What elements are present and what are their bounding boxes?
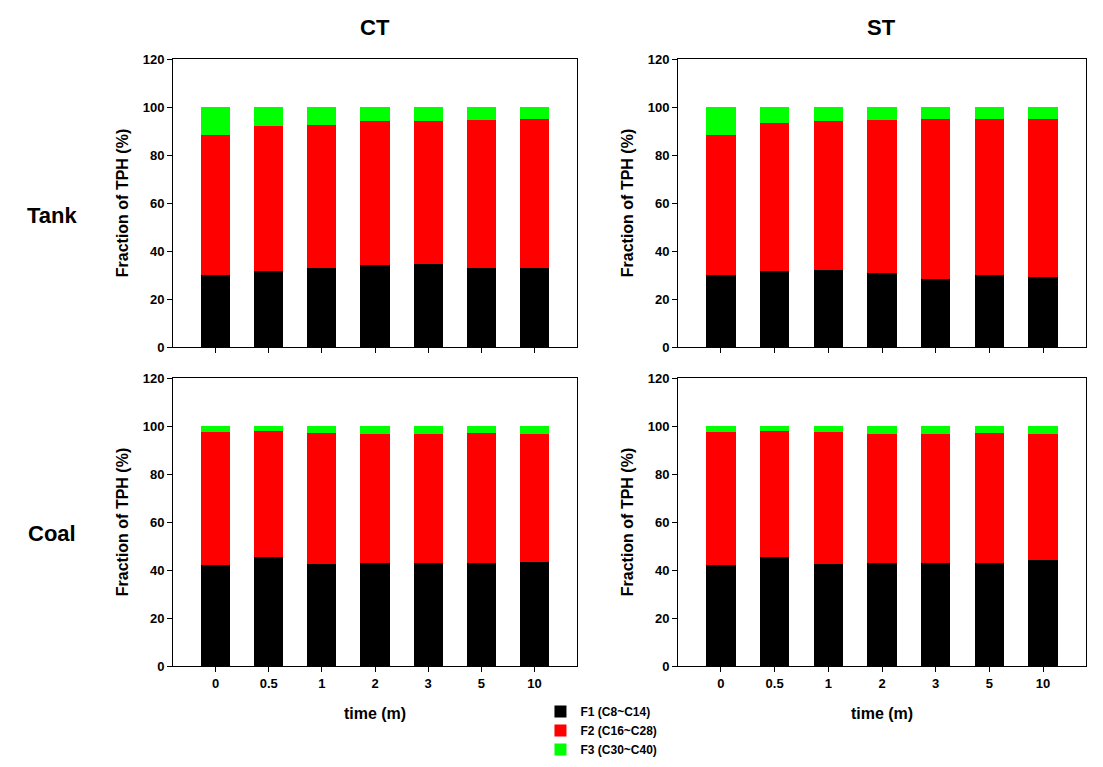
svg-text:80: 80	[150, 148, 164, 163]
svg-text:F2 (C16~C28): F2 (C16~C28)	[580, 724, 656, 738]
svg-text:0: 0	[157, 659, 164, 674]
svg-text:Fraction of TPH (%): Fraction of TPH (%)	[114, 129, 131, 277]
svg-text:time (m): time (m)	[851, 705, 913, 722]
svg-text:60: 60	[655, 515, 669, 530]
svg-text:10: 10	[1036, 676, 1050, 691]
svg-text:Tank: Tank	[27, 203, 77, 228]
svg-text:100: 100	[648, 100, 670, 115]
svg-text:100: 100	[143, 419, 165, 434]
svg-text:2: 2	[371, 676, 378, 691]
svg-text:120: 120	[648, 52, 670, 67]
svg-text:Fraction of TPH (%): Fraction of TPH (%)	[619, 448, 636, 596]
svg-text:80: 80	[150, 467, 164, 482]
svg-text:40: 40	[655, 563, 669, 578]
svg-text:Fraction of TPH (%): Fraction of TPH (%)	[619, 129, 636, 277]
svg-text:0: 0	[212, 676, 219, 691]
svg-text:40: 40	[150, 563, 164, 578]
svg-text:0: 0	[662, 659, 669, 674]
svg-text:10: 10	[527, 676, 541, 691]
svg-text:20: 20	[150, 292, 164, 307]
svg-text:120: 120	[143, 52, 165, 67]
svg-text:120: 120	[143, 371, 165, 386]
svg-text:2: 2	[878, 676, 885, 691]
svg-text:80: 80	[655, 467, 669, 482]
svg-text:F1 (C8~C14): F1 (C8~C14)	[580, 705, 650, 719]
svg-text:80: 80	[655, 148, 669, 163]
svg-text:1: 1	[825, 676, 832, 691]
svg-text:60: 60	[150, 196, 164, 211]
svg-text:1: 1	[318, 676, 325, 691]
svg-text:0: 0	[157, 340, 164, 355]
svg-text:40: 40	[150, 244, 164, 259]
svg-text:20: 20	[655, 611, 669, 626]
svg-text:100: 100	[648, 419, 670, 434]
svg-text:20: 20	[655, 292, 669, 307]
svg-text:0.5: 0.5	[766, 676, 784, 691]
svg-text:0.5: 0.5	[260, 676, 278, 691]
svg-text:20: 20	[150, 611, 164, 626]
svg-text:60: 60	[655, 196, 669, 211]
svg-text:40: 40	[655, 244, 669, 259]
svg-text:3: 3	[425, 676, 432, 691]
svg-text:5: 5	[986, 676, 993, 691]
svg-text:F3 (C30~C40): F3 (C30~C40)	[580, 743, 656, 757]
svg-text:120: 120	[648, 371, 670, 386]
svg-text:5: 5	[478, 676, 485, 691]
svg-text:ST: ST	[867, 15, 896, 40]
svg-text:0: 0	[717, 676, 724, 691]
svg-text:CT: CT	[360, 15, 390, 40]
svg-text:60: 60	[150, 515, 164, 530]
svg-text:Coal: Coal	[28, 521, 76, 546]
svg-text:100: 100	[143, 100, 165, 115]
svg-text:Fraction of TPH (%): Fraction of TPH (%)	[114, 448, 131, 596]
svg-text:0: 0	[662, 340, 669, 355]
svg-text:3: 3	[932, 676, 939, 691]
svg-text:time (m): time (m)	[344, 705, 406, 722]
